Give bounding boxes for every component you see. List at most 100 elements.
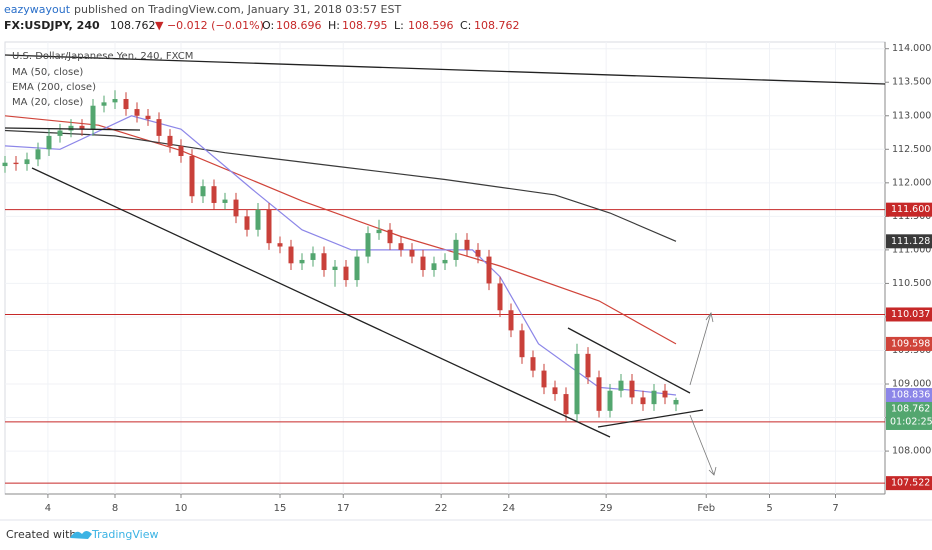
y-tick-label: 112.500 [892,144,931,155]
candle-body [255,209,261,230]
candle-body [211,186,217,203]
ohlc-value: 108.596 [408,19,454,32]
candle-body [167,135,173,146]
candle-body [332,266,338,271]
candle-body [453,239,459,260]
level-tag-bg [886,307,932,322]
indicator-tag-bg [886,388,932,403]
candle-body [288,246,294,264]
candle-body [2,162,8,167]
candle-body [35,149,41,160]
legend-entry: MA (50, close) [12,67,83,78]
candle-body [134,109,140,116]
ohlc-prefix: L: [394,19,404,32]
candle-body [618,380,624,391]
candle-body [629,380,635,398]
ohlc-value: 108.762 [474,19,520,32]
candle-body [519,330,525,358]
author[interactable]: eazywayout [4,3,71,16]
candle-body [475,249,481,257]
x-tick-label: 4 [45,503,51,514]
candle-body [299,259,305,264]
candle-body [189,156,195,197]
x-tick-label: 10 [175,503,188,514]
x-tick-label: 29 [600,503,613,514]
y-tick-label: 112.000 [892,177,931,188]
arrow-head [708,466,717,476]
symbol: FX:USDJPY, 240 [4,19,100,32]
candle-body [563,394,569,415]
ohlc-value: 108.696 [276,19,322,32]
candle-body [178,145,184,157]
indicator-tag-bg [886,336,932,351]
candle-body [200,186,206,197]
candle-body [530,357,536,371]
candle-body [442,259,448,264]
candle-body [277,243,283,247]
candle-body [409,249,415,257]
candle-body [376,229,382,234]
candle-body [651,390,657,405]
candle-body [57,130,63,136]
indicator-tag: 108.836 [891,390,930,401]
indicator-line [4,129,677,242]
candle-body [464,239,470,250]
arrow [689,312,712,386]
y-tick-label: 110.500 [892,278,931,289]
ohlc-prefix: O: [262,19,274,32]
candle-body [497,283,503,311]
arrow [689,414,715,476]
triangle-line [567,327,691,394]
current-price-tag: 108.762 [891,403,930,414]
legend-entry: MA (20, close) [12,97,83,108]
candle-body [13,162,19,165]
level-tag: 110.037 [891,309,930,320]
candle-body [310,253,316,260]
indicator-tag: 111.128 [891,236,930,247]
x-tick-label: 17 [337,503,350,514]
candles [2,90,679,421]
candle-body [398,243,404,250]
published: published on TradingView.com, January 31… [74,3,401,16]
candle-body [387,229,393,244]
chart-title: U.S. Dollar/Japanese Yen, 240, FXCM [12,51,193,62]
change: ▼ −0.012 (−0.01%) [155,19,264,32]
candle-body [486,256,492,284]
tv-logo [70,531,92,539]
x-tick-label: 22 [435,503,448,514]
candle-body [354,256,360,281]
candle-body [233,199,239,217]
y-tick-label: 113.500 [892,77,931,88]
candle-body [508,310,514,331]
candle-body [541,370,547,388]
level-tag-bg [886,202,932,217]
y-tick-label: 108.000 [892,446,931,457]
candle-body [431,263,437,271]
price-tags: 111.600110.037108.435107.522109.598111.1… [886,202,932,491]
y-tick-label: 111.000 [892,244,931,255]
candle-body [79,125,85,130]
x-tick-label: 24 [502,503,515,514]
indicator-tag: 109.598 [891,338,930,349]
triangle-line [597,409,704,428]
current-tag-bg [886,401,932,430]
candle-body [607,390,613,411]
y-tick-label: 109.000 [892,379,931,390]
footer-created: Created with [6,528,76,541]
candle-body [123,99,129,110]
countdown: 01:02:25 [890,416,932,427]
candle-body [574,353,580,415]
candle-body [673,399,679,405]
candle-body [244,216,250,230]
arrow-head [705,312,714,323]
candle-body [112,99,118,103]
footer-brand[interactable]: TradingView [91,528,158,541]
candle-body [552,387,558,395]
channel-line [31,167,611,438]
indicator-tag-bg [886,234,932,249]
trend-line [4,127,141,131]
x-tick-label: 5 [766,503,772,514]
candle-body [145,115,151,120]
